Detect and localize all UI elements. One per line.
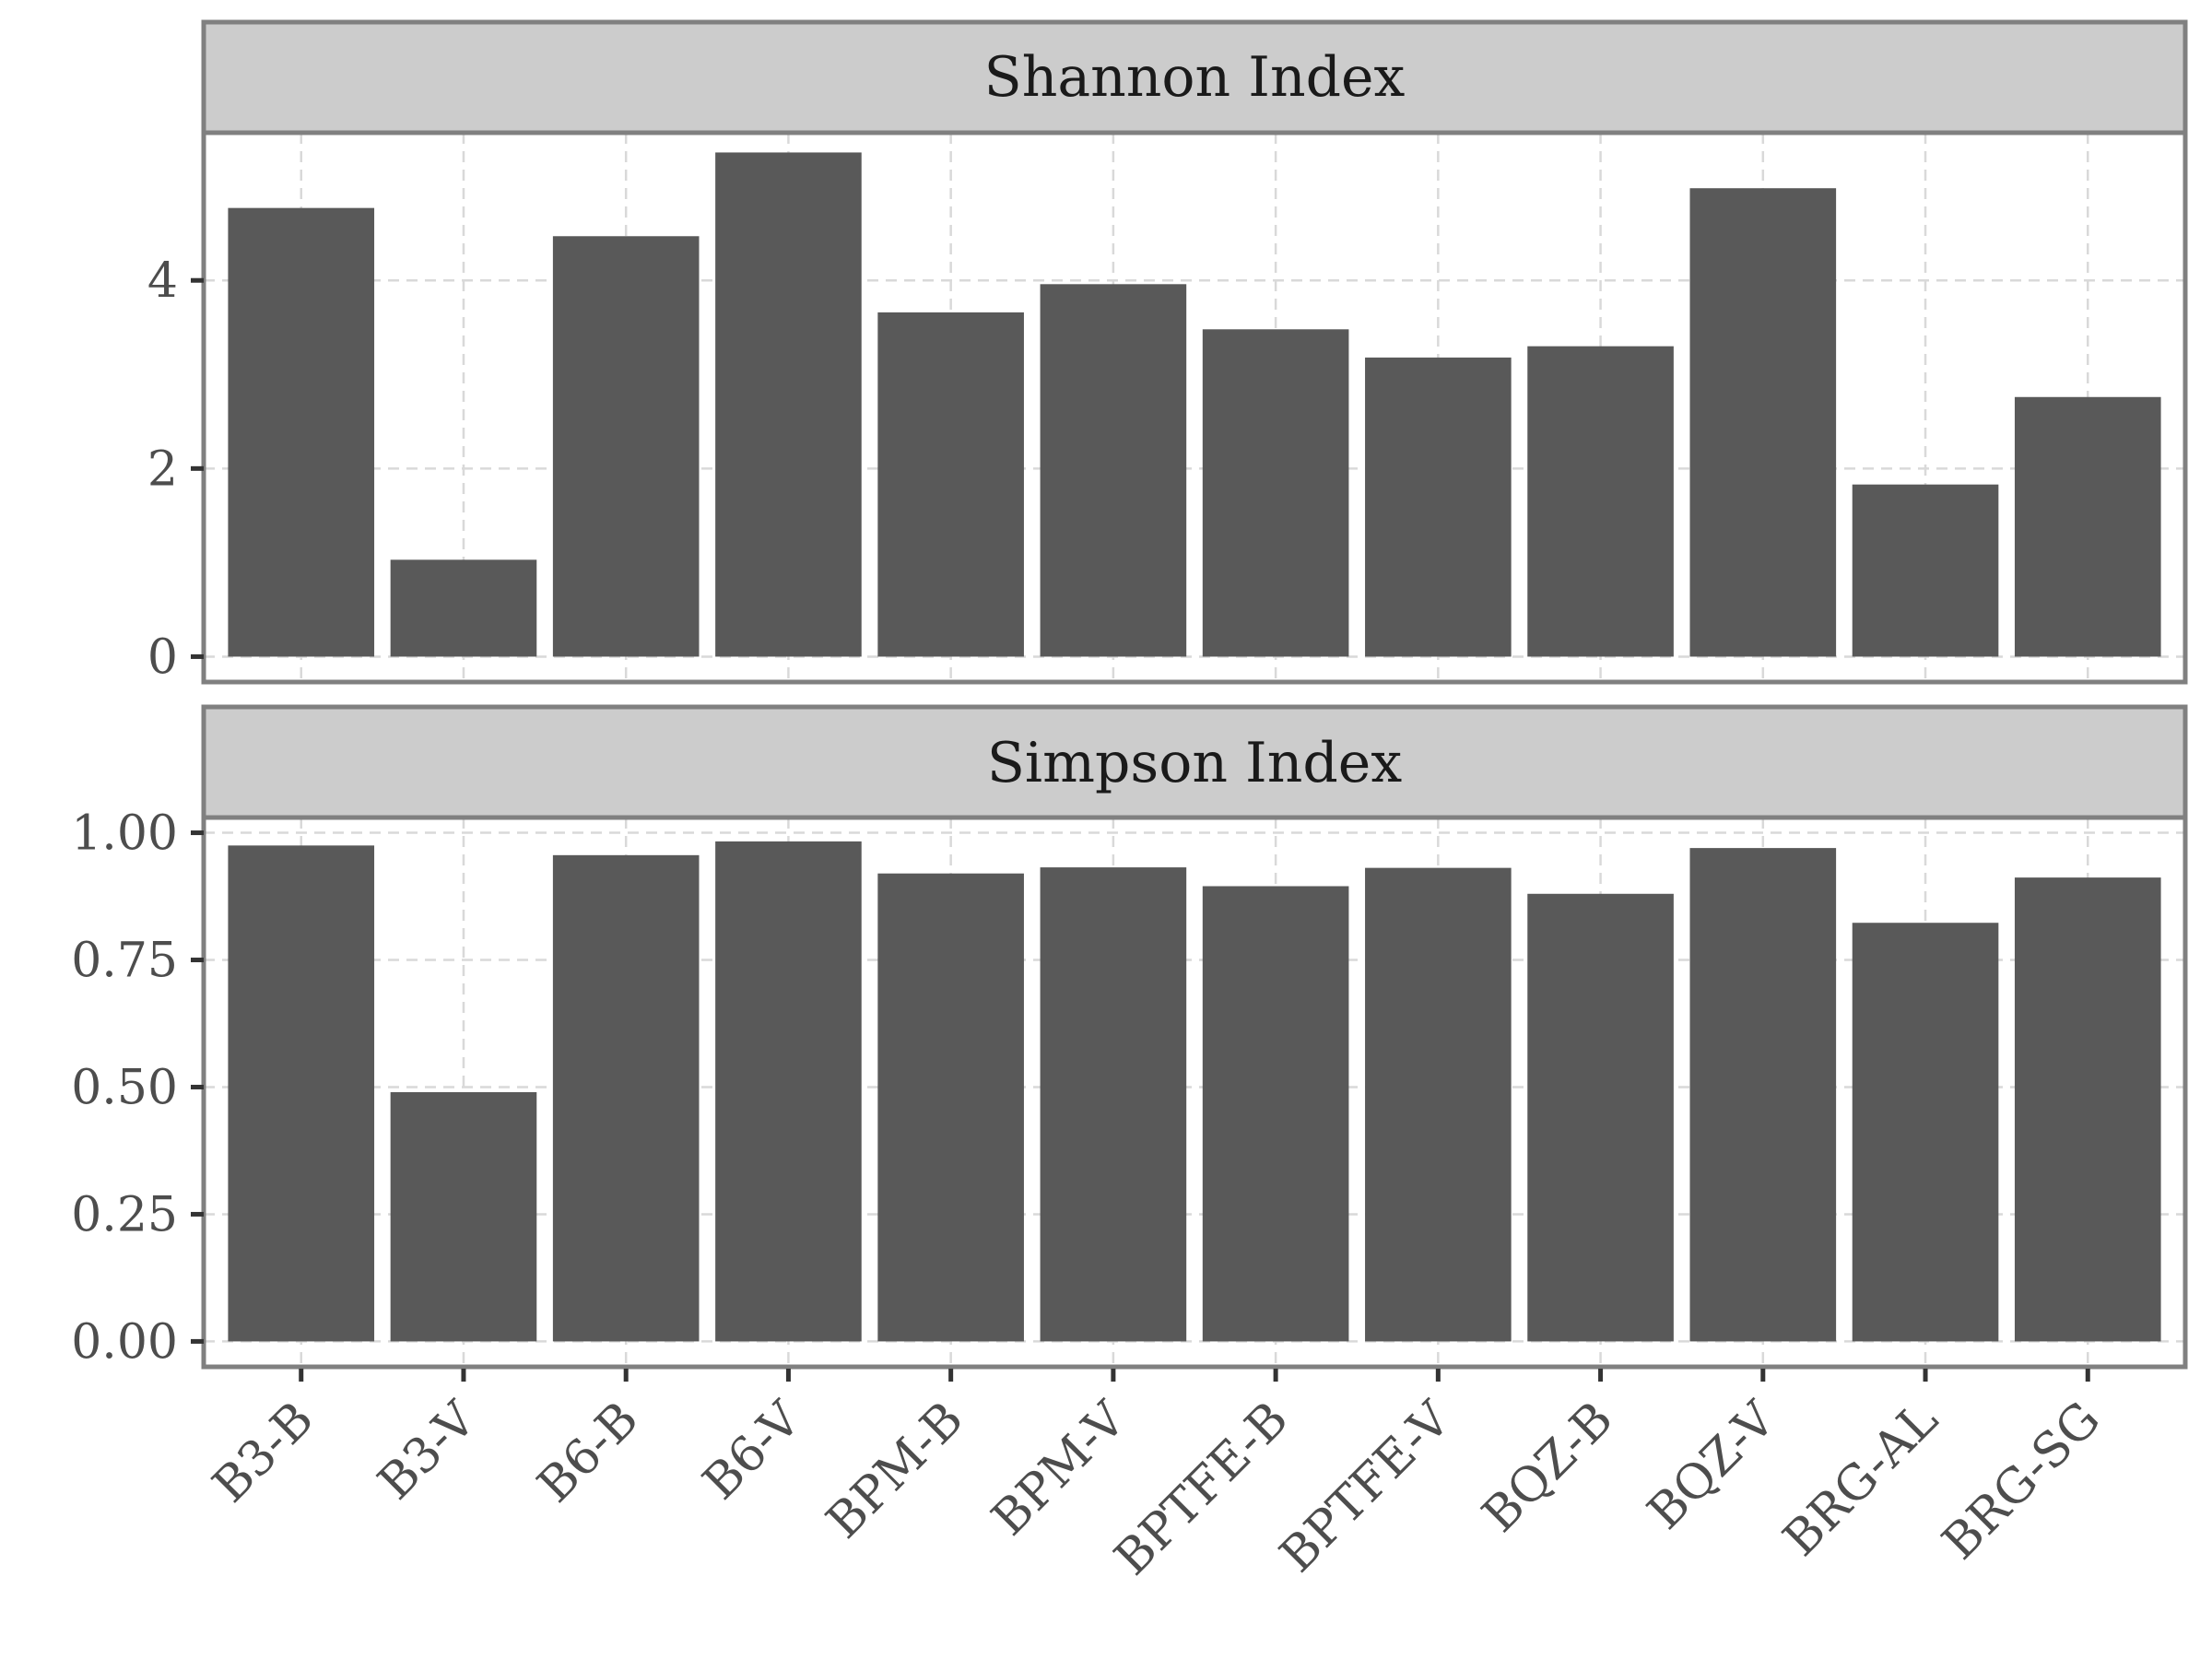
bar-bpm-v	[1040, 867, 1187, 1342]
bar-brg-al	[1852, 923, 1999, 1342]
shannon-bars	[228, 152, 2161, 657]
bar-b3-v	[390, 559, 537, 657]
bar-bqz-v	[1689, 188, 1837, 657]
bar-bptfe-v	[1365, 357, 1512, 657]
y-tick-label: 0.25	[71, 1187, 178, 1242]
shannon-strip-label: Shannon Index	[984, 45, 1406, 110]
bar-b3-v	[390, 1092, 537, 1342]
bar-bqz-v	[1689, 848, 1837, 1342]
bar-bpm-b	[877, 873, 1024, 1342]
y-tick-label: 2	[147, 441, 178, 497]
bar-bqz-b	[1527, 893, 1674, 1342]
y-tick-label: 0	[147, 629, 178, 685]
bar-bptfe-v	[1365, 867, 1512, 1342]
bar-bpm-b	[877, 312, 1024, 657]
y-tick-label: 0.00	[71, 1314, 178, 1370]
y-tick-label: 1.00	[71, 806, 178, 862]
y-tick-label: 0.50	[71, 1060, 178, 1115]
shannon-strip	[201, 19, 2188, 135]
bar-brg-al	[1852, 484, 1999, 657]
bar-b3-b	[228, 845, 375, 1342]
bar-b6-v	[715, 152, 862, 657]
y-tick-label: 4	[147, 253, 178, 309]
bar-b6-b	[552, 236, 700, 657]
shannon-panel-border	[201, 130, 2188, 685]
simpson-panel-border	[201, 815, 2188, 1370]
bar-bqz-b	[1527, 346, 1674, 657]
shannon-panel: Shannon Index 0 2 4	[147, 19, 2188, 685]
bar-bptfe-b	[1202, 329, 1349, 657]
simpson-panel: Simpson Index 0.00 0.25 0.50 0.75 1.00	[71, 704, 2188, 1370]
simpson-y-axis: 0.00 0.25 0.50 0.75 1.00	[71, 806, 204, 1370]
bar-brg-sg	[2014, 877, 2161, 1342]
bar-bpm-v	[1040, 284, 1187, 657]
y-tick-label: 0.75	[71, 934, 178, 989]
bar-b3-b	[228, 207, 375, 657]
shannon-y-axis: 0 2 4	[147, 253, 204, 685]
simpson-strip-label: Simpson Index	[987, 731, 1402, 795]
simpson-bars	[228, 841, 2161, 1342]
bar-b6-b	[552, 854, 700, 1342]
bar-bptfe-b	[1202, 886, 1349, 1342]
bar-brg-sg	[2014, 396, 2161, 657]
bar-b6-v	[715, 841, 862, 1342]
